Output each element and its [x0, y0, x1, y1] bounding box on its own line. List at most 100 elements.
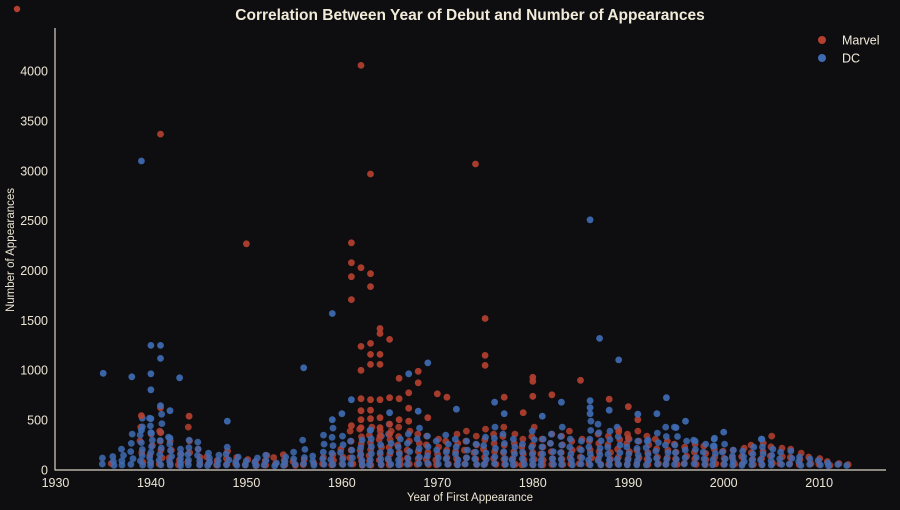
point-dc [358, 436, 366, 444]
point-dc [692, 446, 699, 453]
point-dc [329, 442, 337, 449]
point-dc [387, 440, 395, 447]
point-marvel [357, 264, 365, 272]
point-dc [537, 456, 545, 464]
legend-marvel-label: Marvel [842, 34, 880, 48]
point-dc [586, 435, 594, 443]
point-dc [461, 460, 469, 468]
point-dc [491, 398, 498, 406]
point-dc [320, 440, 328, 448]
point-dc [662, 461, 670, 468]
point-dc [566, 443, 574, 451]
legend-dc-dot [818, 54, 826, 62]
point-dc [99, 369, 107, 377]
point-marvel [376, 351, 384, 358]
point-marvel [243, 240, 250, 248]
point-marvel [566, 427, 573, 435]
point-dc [738, 461, 746, 469]
point-dc [194, 445, 202, 453]
point-dc [395, 461, 402, 469]
point-dc [137, 439, 145, 446]
point-dc [347, 460, 355, 468]
point-dc [138, 157, 145, 165]
point-dc [338, 410, 346, 418]
point-dc [118, 445, 125, 453]
point-dc [185, 461, 192, 469]
point-dc [386, 409, 393, 417]
point-dc [424, 459, 432, 467]
point-marvel [367, 270, 374, 278]
point-dc [768, 452, 776, 459]
point-dc [451, 435, 459, 443]
point-dc [671, 461, 678, 468]
point-dc [662, 433, 670, 440]
point-dc [758, 435, 766, 443]
point-dc [148, 443, 156, 450]
point-dc [710, 435, 718, 443]
point-dc [616, 449, 624, 457]
point-dc [327, 456, 335, 463]
point-dc [606, 461, 613, 469]
point-marvel [376, 396, 384, 404]
point-dc [511, 450, 518, 458]
point-marvel [386, 420, 393, 428]
point-dc [519, 448, 526, 456]
point-dc [558, 461, 565, 468]
point-dc [214, 461, 221, 469]
point-dc [672, 449, 679, 457]
point-dc [710, 442, 718, 450]
point-dc [147, 429, 155, 436]
point-dc [262, 451, 270, 459]
x-tick-label: 1960 [328, 476, 356, 490]
point-dc [642, 444, 650, 452]
point-dc [377, 455, 385, 463]
point-dc [596, 335, 603, 342]
point-dc [613, 455, 621, 463]
point-dc [129, 455, 137, 463]
y-tick-label: 4000 [20, 65, 48, 79]
point-dc [491, 423, 499, 431]
point-dc [319, 448, 327, 456]
point-dc [653, 410, 661, 418]
point-marvel [367, 361, 374, 368]
point-dc [396, 435, 404, 443]
point-dc [472, 440, 480, 448]
point-dc [491, 453, 499, 461]
point-dc [384, 455, 392, 463]
point-dc [404, 460, 411, 468]
point-dc [529, 450, 536, 458]
point-dc [597, 461, 605, 469]
point-dc [215, 451, 223, 459]
point-dc [749, 450, 757, 458]
legend: Marvel DC [818, 34, 880, 66]
point-marvel [367, 283, 374, 290]
x-tick-label: 2000 [710, 476, 738, 490]
point-dc [310, 461, 318, 469]
point-dc [359, 461, 366, 469]
point-dc [557, 449, 564, 457]
point-dc [387, 448, 394, 455]
point-dc [597, 437, 605, 445]
point-dc [528, 443, 535, 451]
point-dc [680, 460, 688, 468]
point-dc [442, 455, 450, 463]
point-marvel [376, 414, 384, 422]
legend-dc-label: DC [842, 52, 860, 66]
point-dc [204, 462, 212, 469]
point-dc [634, 437, 642, 445]
point-dc [348, 446, 356, 454]
point-marvel [357, 424, 365, 431]
point-dc [549, 448, 557, 455]
point-dc [672, 424, 680, 431]
point-dc [280, 462, 287, 469]
point-marvel [482, 425, 489, 433]
point-dc [500, 410, 508, 418]
point-dc [712, 450, 719, 457]
point-dc [569, 461, 576, 469]
point-dc [615, 356, 623, 364]
point-dc [394, 443, 402, 451]
point-dc [633, 445, 641, 452]
point-dc [413, 435, 421, 443]
point-marvel [270, 454, 278, 461]
point-dc [537, 461, 545, 469]
